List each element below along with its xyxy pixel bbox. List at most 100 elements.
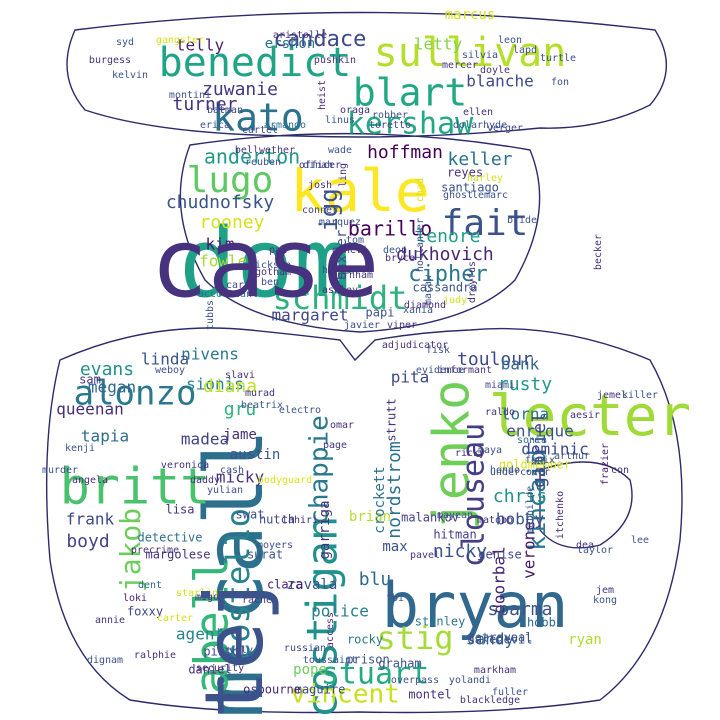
cloud-word: goldmember: [499, 458, 571, 472]
cloud-word: baxter: [334, 230, 350, 281]
cloud-word: malankov: [401, 511, 459, 525]
cloud-word: itchenko: [555, 491, 566, 539]
cloud-word: cipher: [408, 262, 487, 287]
cloud-word: chad: [415, 178, 426, 202]
cloud-word: tetravaal: [467, 631, 532, 645]
cloud-word: informant: [438, 365, 492, 376]
cloud-word: hollander: [415, 218, 426, 272]
cloud-word: cassandra: [412, 281, 477, 295]
cloud-word: keller: [447, 149, 512, 170]
cloud-word: agent: [176, 625, 224, 644]
cloud-word: ershon: [265, 36, 316, 52]
cloud-word: bobby: [496, 510, 545, 529]
cloud-word: prison: [346, 653, 389, 667]
cloud-word: killer: [622, 390, 658, 401]
cloud-word: jame: [223, 427, 257, 443]
cloud-word: foxxy: [127, 605, 163, 619]
cloud-word: turtle: [540, 53, 576, 64]
cloud-word: dinah: [303, 160, 333, 171]
cloud-word: surat: [247, 548, 283, 562]
cloud-word: xania: [403, 305, 433, 316]
cloud-word: gru: [224, 399, 257, 420]
cloud-word: genevi: [332, 245, 368, 256]
cloud-word: madea: [181, 430, 229, 449]
cloud-word: cart: [226, 280, 250, 291]
cloud-word: telly: [176, 36, 225, 55]
cloud-word: costello: [219, 508, 257, 662]
cloud-word: fenix: [525, 455, 555, 466]
cloud-word: rocky: [347, 633, 383, 647]
cloud-word: swat: [236, 508, 265, 522]
cloud-word: oraga: [340, 105, 370, 116]
cloud-word: nicky: [433, 541, 487, 562]
cloud-word: erica: [200, 120, 230, 131]
cloud-word: kershaw: [347, 107, 474, 142]
cloud-word: chudnofsky: [166, 192, 275, 213]
cloud-word: austin: [230, 447, 281, 463]
cloud-word: stig: [376, 619, 453, 657]
cloud-word: access: [325, 612, 336, 648]
cloud-word: kincaid: [523, 449, 551, 550]
cloud-word: igg: [315, 188, 343, 231]
cloud-word: ricky: [455, 448, 485, 459]
cloud-word: lahiri: [282, 515, 318, 526]
cloud-word: becker: [593, 234, 604, 270]
cloud-word: pita: [391, 368, 430, 387]
cloud-word: bellwether: [235, 145, 295, 156]
cloud-word: ben: [261, 277, 279, 288]
cloud-word: harley: [467, 173, 503, 184]
cloud-word: yolandi: [449, 675, 491, 686]
cloud-word: loki: [123, 593, 147, 604]
cloud-word: kim: [206, 235, 235, 254]
cloud-word: linda: [141, 350, 189, 369]
cloud-word: evidence: [416, 365, 464, 376]
cloud-word: diana: [203, 376, 257, 397]
cloud-word: starling: [176, 588, 224, 599]
cloud-word: sionis: [186, 375, 244, 394]
cloud-word: macaw: [423, 274, 434, 305]
cloud-word: rusty: [498, 374, 552, 395]
cloud-word: doorbal: [490, 546, 509, 613]
cloud-word: lecter: [489, 384, 691, 449]
cloud-word: dignam: [87, 655, 123, 666]
cloud-word: bride: [507, 215, 537, 226]
cloud-word: lemarc: [472, 190, 508, 201]
cloud-word: javier: [344, 320, 380, 331]
cloud-word: hobbs: [527, 616, 563, 630]
cloud-word: heroin: [322, 265, 358, 276]
cloud-word: hutch: [259, 513, 295, 527]
cloud-word: dickson: [249, 260, 291, 271]
cloud-word: jenko: [423, 380, 481, 531]
cloud-word: gotham: [255, 267, 291, 278]
cloud-word: aesir: [570, 410, 600, 421]
cloud-word: taylor: [577, 545, 613, 556]
cloud-word: frazier: [600, 443, 611, 485]
cloud-word: slavi: [225, 370, 255, 381]
cloud-word: evans: [80, 359, 134, 380]
cloud-word: silvia: [462, 50, 498, 61]
cloud-word: maguire: [295, 683, 346, 697]
cloud-word: lisa: [166, 503, 195, 517]
cloud-word: gangster: [156, 35, 204, 46]
cloud-word: bryce: [385, 253, 415, 264]
cloud-word: dom: [179, 209, 351, 319]
cloud-word: adjudicator: [382, 340, 448, 351]
cloud-word: page: [323, 440, 347, 451]
cloud-word: aristolle: [273, 30, 327, 41]
cloud-word: security: [196, 663, 244, 674]
cloud-word: toretto: [369, 120, 411, 131]
cloud-word: leon: [498, 35, 522, 46]
cloud-word: tubbs: [205, 300, 216, 330]
cloud-word: ashley: [322, 285, 358, 296]
cloud-word: britt: [60, 458, 211, 516]
cloud-word: zuwanie: [202, 79, 278, 100]
cloud-word: sparma: [487, 599, 552, 620]
cloud-word: strutt: [385, 398, 399, 441]
mask-outline: [45, 11, 683, 714]
cloud-word: rachel: [242, 595, 278, 606]
cloud-word: papi: [366, 306, 395, 320]
cloud-word: cartel: [242, 125, 278, 136]
cloud-word: rooney: [199, 212, 264, 233]
cloud-word: garriga: [317, 500, 333, 559]
